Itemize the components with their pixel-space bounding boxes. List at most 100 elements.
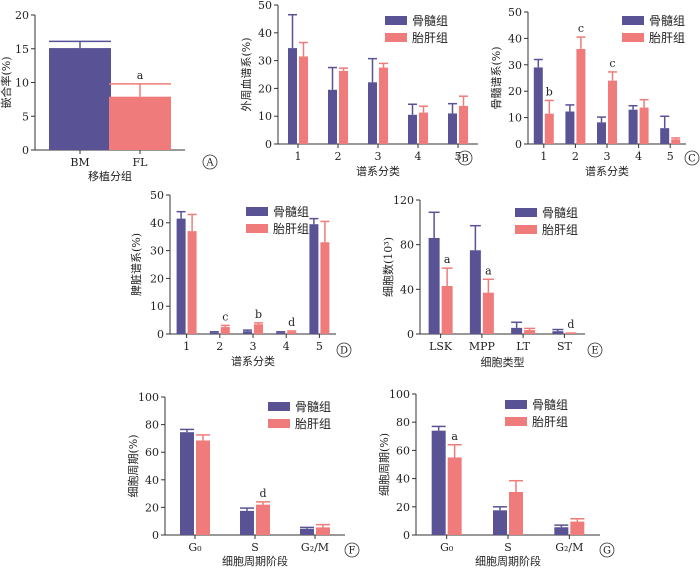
bar-fl-3 xyxy=(419,112,428,144)
x-tick-label: G₀ xyxy=(440,541,454,554)
bar-fl-1 xyxy=(509,491,523,535)
x-axis-label: 细胞周期阶段 xyxy=(222,554,288,568)
x-tick-label: LT xyxy=(516,340,530,353)
x-axis-label: 移植分组 xyxy=(88,169,132,183)
y-tick-label: 0 xyxy=(22,144,29,157)
bar-fl-2 xyxy=(316,527,330,535)
bar-bm-2 xyxy=(243,331,252,334)
y-axis-label: 细胞周期(%) xyxy=(378,433,391,496)
bar-bm-1 xyxy=(209,332,219,334)
legend-swatch xyxy=(268,402,290,411)
bar-bm-2 xyxy=(511,327,523,334)
legend-label: 骨髓组 xyxy=(532,398,568,412)
bar-fl-3 xyxy=(287,331,297,334)
x-tick-label: 3 xyxy=(250,340,257,353)
panel-letter-circle xyxy=(599,542,615,558)
y-tick-label: 20 xyxy=(258,82,272,95)
y-tick-label: 10 xyxy=(508,112,522,125)
bar-fl-4 xyxy=(671,139,681,144)
x-tick-label: 1 xyxy=(183,340,190,353)
y-tick-label: 20 xyxy=(396,501,410,514)
x-tick-label: BM xyxy=(70,156,89,169)
significance-label: c xyxy=(222,310,228,323)
y-tick-label: 40 xyxy=(258,27,272,40)
bar-fl-0 xyxy=(196,440,210,535)
y-tick-label: 50 xyxy=(508,6,522,19)
panel-letter-circle xyxy=(684,150,700,166)
bar-fl-2 xyxy=(570,521,585,535)
legend-label: 胎肝组 xyxy=(649,31,685,45)
x-tick-label: 2 xyxy=(335,150,342,163)
legend-swatch xyxy=(385,33,407,42)
x-tick-label: ST xyxy=(557,340,573,353)
bar-fl-1 xyxy=(576,48,586,144)
bar-fl-0 xyxy=(447,457,462,535)
significance-label: a xyxy=(137,69,144,82)
significance-label: a xyxy=(444,253,451,266)
bar-fl-0 xyxy=(441,285,453,334)
legend-label: 骨髓组 xyxy=(649,14,685,28)
legend-swatch xyxy=(515,208,537,217)
panel-letter-circle xyxy=(457,150,473,166)
y-tick-label: 100 xyxy=(389,388,410,401)
panel-letter: G xyxy=(603,546,611,557)
bar-bm-4 xyxy=(309,224,319,334)
y-tick-label: 40 xyxy=(145,474,159,487)
x-tick-label: G₂/M xyxy=(301,541,329,554)
y-tick-label: 40 xyxy=(508,32,522,45)
legend-label: 胎肝组 xyxy=(532,415,568,429)
y-tick-label: 0 xyxy=(403,529,410,542)
bar-bm-3 xyxy=(276,332,286,334)
significance-label: a xyxy=(451,430,458,443)
bar-fl-1 xyxy=(339,70,348,144)
legend-swatch xyxy=(505,417,527,426)
y-tick-label: 40 xyxy=(150,217,164,230)
y-axis-label: 细胞数(10³) xyxy=(382,237,395,297)
panel-letter: D xyxy=(340,346,348,357)
x-axis-label: 细胞周期阶段 xyxy=(475,554,541,568)
legend-swatch xyxy=(505,400,527,409)
x-tick-label: MPP xyxy=(469,340,496,353)
bar-bm-1 xyxy=(469,250,481,334)
significance-label: c xyxy=(578,22,584,35)
y-tick-label: 0 xyxy=(265,138,272,151)
y-tick-label: 0 xyxy=(515,138,522,151)
legend-swatch xyxy=(268,419,290,428)
y-tick-label: 120 xyxy=(393,194,414,207)
x-tick-label: 4 xyxy=(635,150,642,163)
bar-bm-1 xyxy=(493,510,507,535)
y-tick-label: 80 xyxy=(400,239,414,252)
bar-bm-0 xyxy=(176,218,186,334)
bar-bm-0 xyxy=(180,432,194,535)
bar-fl-0 xyxy=(187,231,197,334)
significance-label: b xyxy=(255,308,262,321)
bar-bm-2 xyxy=(300,528,314,535)
bar-bm-0 xyxy=(431,430,446,535)
x-axis-label: 谱系分类 xyxy=(585,164,629,178)
significance-label: d xyxy=(288,316,295,329)
y-tick-label: 10 xyxy=(15,77,29,90)
bar-fl-4 xyxy=(320,242,330,334)
bar-fl-4 xyxy=(459,105,468,144)
y-tick-label: 15 xyxy=(15,43,29,56)
panel-letter-circle xyxy=(344,542,360,558)
y-tick-label: 20 xyxy=(145,501,159,514)
bar-bm-0 xyxy=(533,67,543,144)
bar-bm-1 xyxy=(328,89,337,144)
significance-label: d xyxy=(259,487,266,500)
legend-label: 胎肝组 xyxy=(273,222,309,236)
y-tick-label: 0 xyxy=(157,328,164,341)
y-tick-label: 20 xyxy=(15,9,29,22)
bar-bm-2 xyxy=(368,82,377,144)
significance-label: d xyxy=(567,318,574,331)
x-axis-label: 谱系分类 xyxy=(231,354,275,368)
legend-label: 骨髓组 xyxy=(412,14,448,28)
x-tick-label: S xyxy=(504,541,512,554)
chart-panel-a: 0 5 10 15 20 BM FL a 嵌合率(%) 移植分组 A xyxy=(0,9,218,183)
x-tick-label: S xyxy=(251,541,259,554)
panel-letter: B xyxy=(461,154,468,165)
